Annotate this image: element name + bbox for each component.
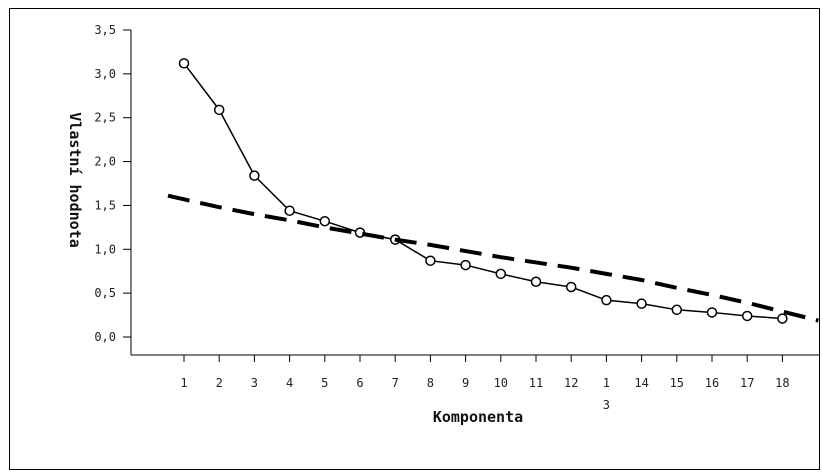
eigenvalue-point [671, 304, 683, 316]
dashed-reference-line [167, 193, 819, 323]
eigenvalue-point [636, 298, 647, 309]
x-tick-label: 14 [634, 376, 648, 390]
eigenvalue-point [530, 276, 542, 287]
eigenvalue-point [425, 255, 436, 266]
eigenvalue-point [706, 307, 718, 318]
chart-frame [9, 8, 820, 470]
series-layer [167, 58, 819, 324]
y-tick-label: 0,5 [94, 286, 116, 300]
x-tick-label: 12 [564, 376, 578, 390]
x-tick-label: 4 [286, 376, 293, 390]
y-tick-label: 2,5 [94, 111, 116, 125]
eigenvalue-point [495, 268, 507, 280]
eigenvalue-point [319, 215, 331, 227]
x-tick-label: 8 [427, 376, 434, 390]
x-tick-label: 2 [216, 376, 223, 390]
y-axis-title: Vlastní hodnota [66, 112, 84, 247]
x-tick-label: 5 [321, 376, 328, 390]
y-tick-label: 1,0 [94, 242, 116, 256]
x-tick-label: 7 [392, 376, 399, 390]
eigenvalue-point [460, 259, 471, 271]
x-axis-title: Komponenta [433, 408, 523, 426]
axes [130, 30, 820, 356]
y-tick-label: 3,5 [94, 23, 116, 37]
x-tick-label: 9 [462, 376, 469, 390]
eigenvalue-point [213, 104, 225, 116]
x-tick-label: 11 [529, 376, 543, 390]
y-ticks: 0,0 0,5 1,0 1,5 2,0 2,5 3,0 3,5 [94, 23, 131, 344]
eigenvalue-line [183, 62, 783, 320]
x-tick-label: 3 [251, 376, 258, 390]
y-tick-label: 2,0 [94, 155, 116, 169]
x-tick-label: 10 [494, 376, 508, 390]
y-tick-label: 0,0 [94, 330, 116, 344]
x-tick-label: 15 [670, 376, 684, 390]
eigenvalue-point [249, 170, 260, 181]
x-tick-label: 16 [705, 376, 719, 390]
x-tick-label: 18 [775, 376, 789, 390]
y-tick-label: 3,0 [94, 67, 116, 81]
x-tick-label: 6 [356, 376, 363, 390]
eigenvalue-point [565, 281, 577, 293]
eigenvalue-point [284, 205, 295, 216]
y-tick-label: 1,5 [94, 198, 116, 212]
eigenvalue-point [178, 58, 190, 69]
x-tick-label: 3 [603, 398, 610, 412]
eigenvalue-point [601, 294, 612, 306]
x-tick-label: 1 [603, 376, 610, 390]
eigenvalue-point [741, 310, 753, 322]
x-tick-label: 17 [740, 376, 754, 390]
x-tick-label: 1 [180, 376, 187, 390]
eigenvalue-point [777, 313, 788, 324]
